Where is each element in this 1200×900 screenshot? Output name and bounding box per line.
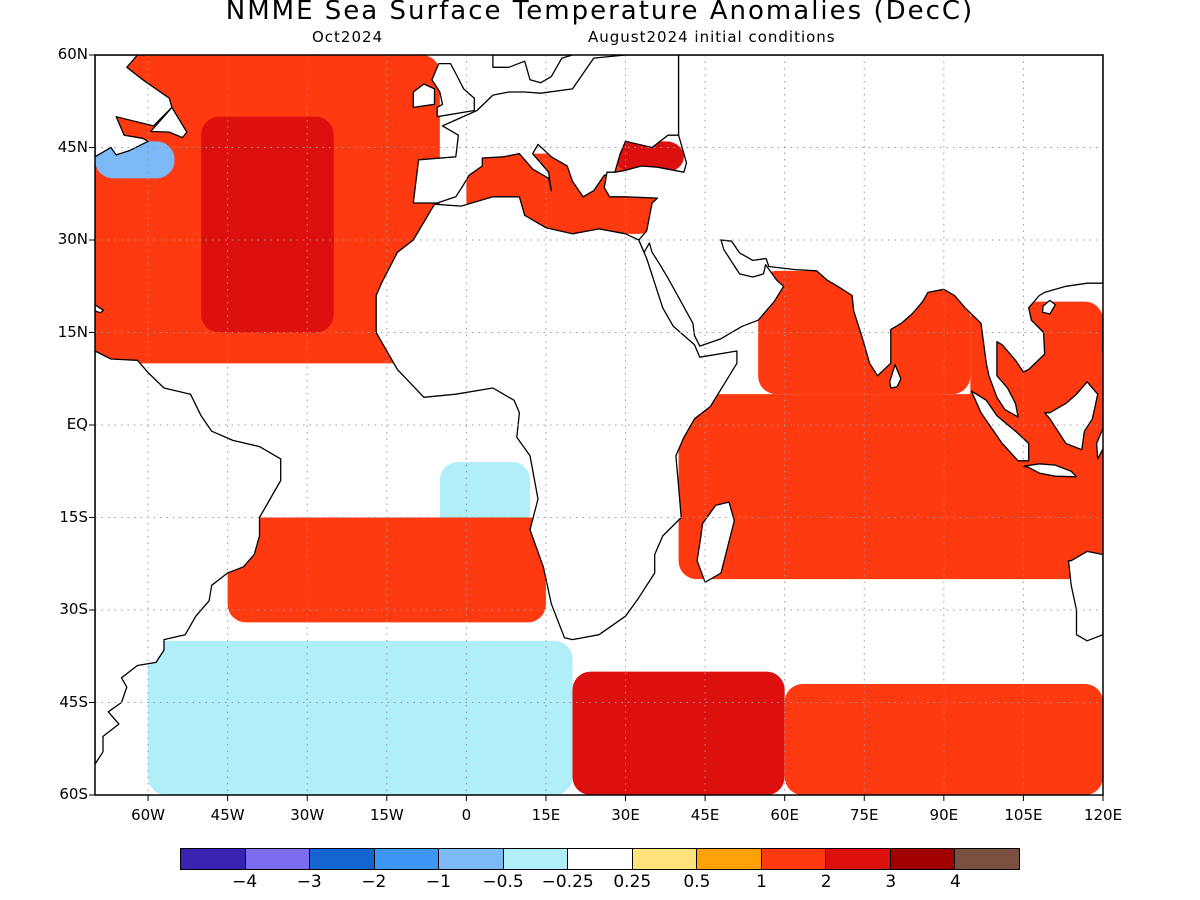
lat-label: 15S (59, 507, 88, 526)
lon-label: 30E (611, 806, 640, 824)
land-middle-east (603, 55, 1103, 418)
land-ireland (412, 83, 436, 109)
colorbar-label: −4 (232, 872, 258, 892)
anomaly-region-8 (148, 640, 573, 795)
forecast-month: Oct2024 (312, 28, 384, 46)
lon-label: 60E (770, 806, 799, 824)
land-madagascar (696, 501, 735, 583)
colorbar-swatch-5 (503, 849, 569, 869)
colorbar-swatch-9 (761, 849, 827, 869)
lat-label: 45S (59, 692, 88, 711)
colorbar-label: 2 (820, 872, 832, 892)
lon-label: 90E (929, 806, 959, 824)
land-caribbean-cuba (95, 304, 105, 314)
land-borneo (1043, 381, 1099, 451)
lon-label: 15W (369, 806, 404, 824)
lon-label: 105E (1004, 806, 1043, 824)
anomaly-region-4 (614, 141, 684, 173)
land-north-america (95, 55, 173, 158)
land-taiwan-hainan (1041, 299, 1056, 315)
colorbar-label: 0.25 (613, 872, 652, 892)
land-newfoundland (150, 106, 188, 139)
land-sumatra (970, 390, 1030, 462)
lon-label: 120E (1083, 806, 1123, 824)
lon-label: 75E (849, 806, 879, 824)
land-scandinavia (492, 55, 574, 84)
colorbar-swatch-7 (632, 849, 698, 869)
colorbar-label: 1 (756, 872, 767, 892)
colorbar-label: −0.25 (541, 872, 594, 892)
colorbar (180, 848, 1020, 870)
colorbar-label: 0.5 (683, 872, 711, 892)
colorbar-swatch-4 (439, 849, 504, 869)
colorbar-label: −1 (425, 872, 451, 892)
lat-label: 60N (57, 45, 88, 63)
lat-label: EQ (66, 415, 88, 433)
lon-label: 60W (131, 806, 166, 824)
initial-conditions: August2024 initial conditions (588, 28, 836, 46)
anomaly-region-1 (201, 116, 334, 333)
land-java (1022, 463, 1078, 478)
lon-label: 45W (210, 806, 245, 824)
colorbar-swatch-2 (310, 849, 375, 869)
axis-ticks (89, 54, 1104, 801)
colorbar-label: 4 (949, 872, 961, 892)
lat-label: 45N (57, 137, 88, 156)
lon-label: 45E (690, 806, 720, 824)
colorbar-swatch-3 (374, 849, 440, 869)
anomaly-region-11 (784, 597, 1050, 672)
colorbar-swatch-8 (697, 849, 762, 869)
chart-title: NMME Sea Surface Temperature Anomalies (… (225, 0, 975, 26)
colorbar-swatch-0 (181, 849, 246, 869)
lat-label: 30S (59, 600, 88, 618)
lon-label: 0 (461, 806, 472, 824)
lon-label: 15E (531, 806, 561, 824)
colorbar-label: 3 (885, 872, 897, 892)
land-south-america (95, 350, 282, 765)
land-sri-lanka (889, 363, 902, 389)
anomaly-region-12 (572, 671, 785, 795)
colorbar-swatch-1 (245, 849, 311, 869)
land-africa (375, 196, 738, 641)
colorbar-swatch-12 (955, 849, 1019, 869)
lat-label: 60S (59, 785, 88, 803)
land-britain (431, 62, 475, 118)
colorbar-label: −0.5 (482, 872, 524, 892)
colorbar-label: −2 (361, 872, 387, 892)
anomaly-region-13 (784, 684, 1103, 795)
lon-label: 30W (290, 806, 325, 824)
land-masses (95, 55, 1103, 765)
land-australia (1067, 550, 1103, 642)
map-plot-area (95, 55, 1103, 795)
gridlines (95, 55, 1103, 795)
colorbar-swatch-10 (826, 849, 891, 869)
lat-label: 15N (57, 322, 88, 341)
land-sulawesi (1095, 415, 1103, 460)
colorbar-swatch-6 (568, 849, 633, 869)
lat-label: 30N (57, 230, 88, 248)
colorbar-swatch-11 (890, 849, 956, 869)
colorbar-label: −3 (296, 872, 322, 892)
